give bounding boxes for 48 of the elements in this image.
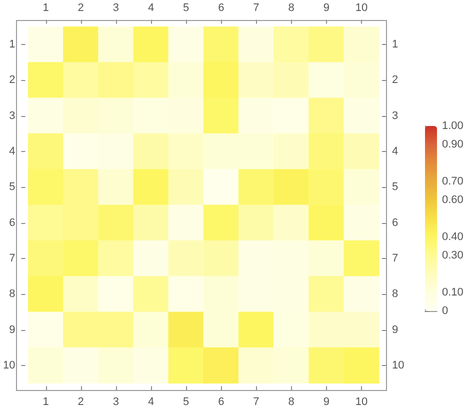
y-tick-label: 10 [392,359,404,372]
x-tick-label: 5 [183,396,190,408]
x-tick-label: 4 [148,396,154,408]
y2-tick-label: 6 [9,216,16,229]
y-tick-label: 7 [392,252,398,264]
y2-tick-label: 10 [2,359,16,372]
y-tick-label: 9 [392,324,398,336]
category-label: 10 [355,2,368,14]
x-tick-label: 2 [78,396,84,408]
color-bar-label: 0.90 [442,138,464,150]
color-bar-label: 0.10 [442,286,464,298]
y2-tick-label: 9 [9,324,16,336]
category-label: 5 [183,2,190,14]
x-tick-label: 10 [355,396,368,408]
y2-tick-label: 2 [9,74,16,86]
y-tick-label: 1 [392,38,398,51]
y-tick-label: 4 [392,146,398,158]
x-tick-label: 3 [112,396,119,408]
y-tick-label: 3 [392,110,398,122]
x-tick-label: 7 [253,396,260,408]
category-label: 3 [112,2,119,14]
category-label: 2 [78,2,84,14]
y2-tick-label: 3 [9,110,16,122]
y2-tick-label: 1 [9,38,16,51]
x-tick-label: 8 [288,396,294,408]
y-tick-label: 8 [392,288,398,300]
color-bar-label: 0 [442,305,448,317]
y2-tick-label: 8 [9,288,16,300]
category-label: 4 [148,2,154,14]
x-tick-label: 6 [218,396,224,408]
color-bar-label: 0.40 [442,231,464,243]
y2-tick-label: 7 [9,252,16,264]
y-tick-label: 5 [392,181,398,194]
category-label: 7 [253,2,260,14]
x-tick-label: 1 [42,396,49,408]
y2-tick-label: 5 [9,181,16,194]
category-label: 6 [218,2,224,14]
color-bar-label: 0.60 [442,194,464,206]
y2-tick-label: 4 [9,146,16,158]
color-bar-label: 0.70 [442,176,464,188]
y-tick-label: 2 [392,74,398,86]
x-tick-label: 9 [323,396,330,408]
category-label: 1 [42,2,49,14]
y-tick-label: 6 [392,216,398,229]
category-label: 8 [288,2,294,14]
category-label: 9 [323,2,330,14]
color-bar-label: 1.00 [442,120,464,132]
color-bar-label: 0.30 [442,250,464,262]
